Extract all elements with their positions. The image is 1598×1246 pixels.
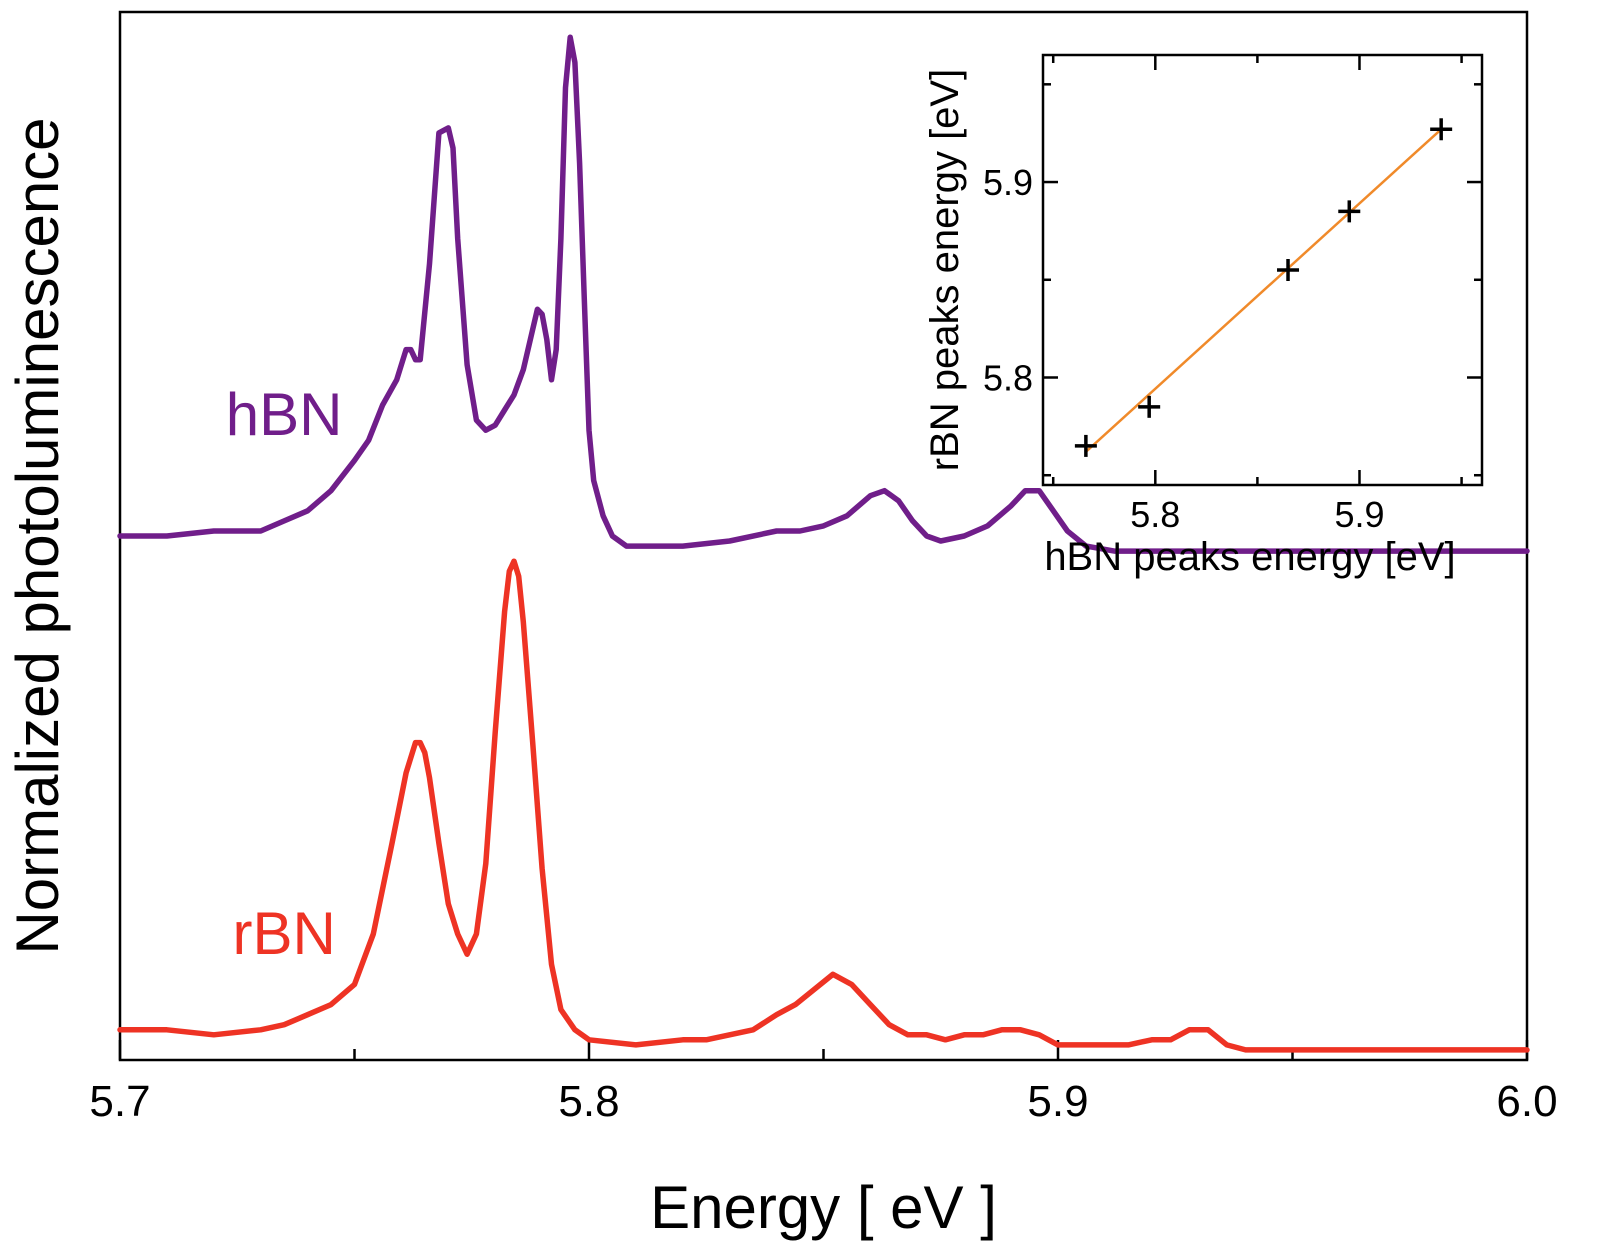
inset-point-marker bbox=[1074, 434, 1097, 457]
main-series bbox=[117, 34, 1530, 1053]
inset-background bbox=[1043, 55, 1482, 485]
inset-fit-line bbox=[1085, 128, 1443, 453]
main-x-ticks: 5.7 5.8 5.9 6.0 bbox=[89, 1040, 1558, 1126]
inset-plot-frame bbox=[1041, 53, 1484, 487]
main-x-tick-label: 5.7 bbox=[89, 1077, 150, 1126]
inset-points bbox=[1074, 118, 1453, 457]
inset-y-axis-label: rBN peaks energy [eV] bbox=[923, 69, 967, 471]
main-x-tick-label: 5.8 bbox=[558, 1077, 619, 1126]
rBN-spectrum-line bbox=[117, 558, 1530, 1053]
main-chart: 5.7 5.8 5.9 6.0 hBN rBN Energy [ eV ] Normal… bbox=[4, 10, 1558, 1241]
main-annotations: hBN rBN bbox=[226, 381, 343, 967]
inset-y-tick-label: 5.8 bbox=[983, 358, 1033, 399]
series-label-hbn: hBN bbox=[226, 381, 343, 448]
main-y-axis-label: Normalized photoluminescence bbox=[4, 117, 71, 954]
series-label-rbn: rBN bbox=[232, 900, 335, 967]
inset-point-marker bbox=[1338, 200, 1361, 223]
inset-ticks: 5.8 5.9 5.8 5.9 bbox=[983, 55, 1482, 535]
inset-y-tick-label: 5.9 bbox=[983, 162, 1033, 203]
inset-point-marker bbox=[1138, 395, 1161, 418]
inset-chart: 5.8 5.9 5.8 5.9 hBN peaks energy [eV] rBN p… bbox=[923, 53, 1484, 579]
inset-x-tick-label: 5.8 bbox=[1130, 494, 1180, 535]
main-x-axis-label: Energy [ eV ] bbox=[650, 1174, 997, 1241]
inset-point-marker bbox=[1430, 118, 1453, 141]
main-x-tick-label: 6.0 bbox=[1496, 1077, 1557, 1126]
inset-point-marker bbox=[1277, 259, 1300, 281]
inset-x-axis-label: hBN peaks energy [eV] bbox=[1044, 535, 1455, 579]
hBN-spectrum-line bbox=[117, 34, 1530, 554]
main-x-tick-label: 5.9 bbox=[1027, 1077, 1088, 1126]
inset-fit bbox=[1085, 128, 1443, 453]
inset-x-tick-label: 5.9 bbox=[1334, 494, 1384, 535]
